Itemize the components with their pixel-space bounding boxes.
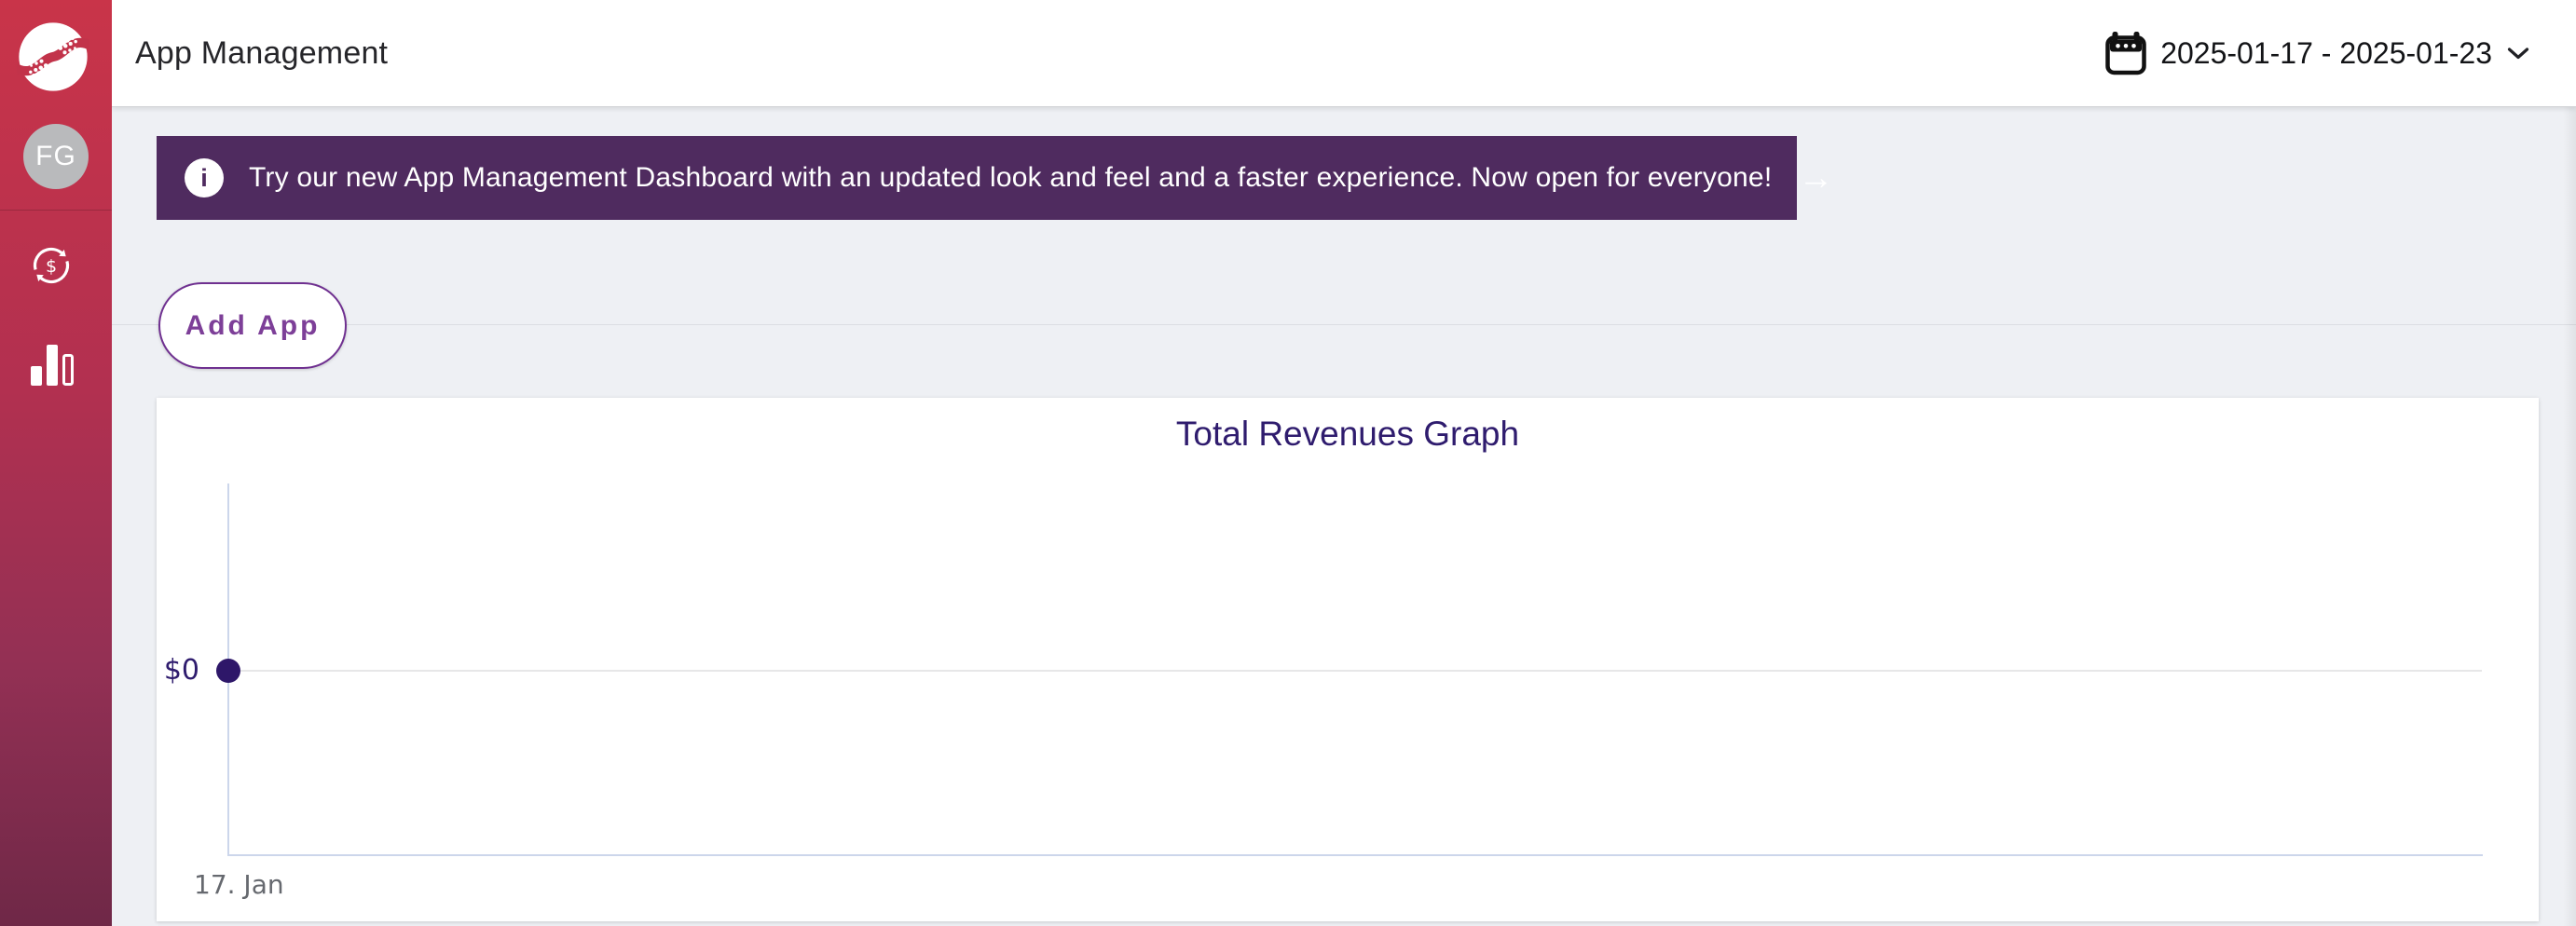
- avatar[interactable]: FG: [23, 124, 89, 189]
- sidebar-divider: [0, 210, 112, 211]
- bar-chart-icon[interactable]: [31, 337, 74, 386]
- header: App Management 2025-01-17 - 2025-01-23: [112, 0, 2576, 107]
- x-axis-line: [227, 854, 2483, 856]
- x-axis-tick-label: 17. Jan: [194, 869, 284, 900]
- svg-text:$: $: [46, 256, 57, 277]
- scrollbar-track[interactable]: [2563, 107, 2576, 926]
- chevron-down-icon: [2507, 47, 2529, 59]
- arrow-right-icon[interactable]: →: [1798, 158, 1834, 197]
- date-range-picker[interactable]: 2025-01-17 - 2025-01-23: [2105, 31, 2529, 75]
- currency-sync-icon[interactable]: $: [27, 241, 75, 290]
- info-icon: i: [185, 158, 224, 197]
- sidebar: FG $: [0, 0, 112, 926]
- date-range-text: 2025-01-17 - 2025-01-23: [2160, 35, 2492, 70]
- add-app-button[interactable]: Add App: [158, 282, 347, 369]
- app-logo-icon[interactable]: [17, 20, 89, 93]
- calendar-icon: [2105, 31, 2146, 75]
- y-axis-tick-label: $0: [163, 654, 199, 687]
- chart-title: Total Revenues Graph: [1175, 415, 1520, 453]
- section-divider: [112, 324, 2576, 325]
- total-revenues-card: Total Revenues Graph $0 17. Jan: [157, 398, 2539, 921]
- zero-gridline: [229, 670, 2482, 672]
- page-title: App Management: [135, 34, 389, 71]
- announcement-banner[interactable]: i Try our new App Management Dashboard w…: [157, 136, 1833, 220]
- banner-text: Try our new App Management Dashboard wit…: [249, 162, 1773, 193]
- chart-data-point[interactable]: [216, 659, 240, 683]
